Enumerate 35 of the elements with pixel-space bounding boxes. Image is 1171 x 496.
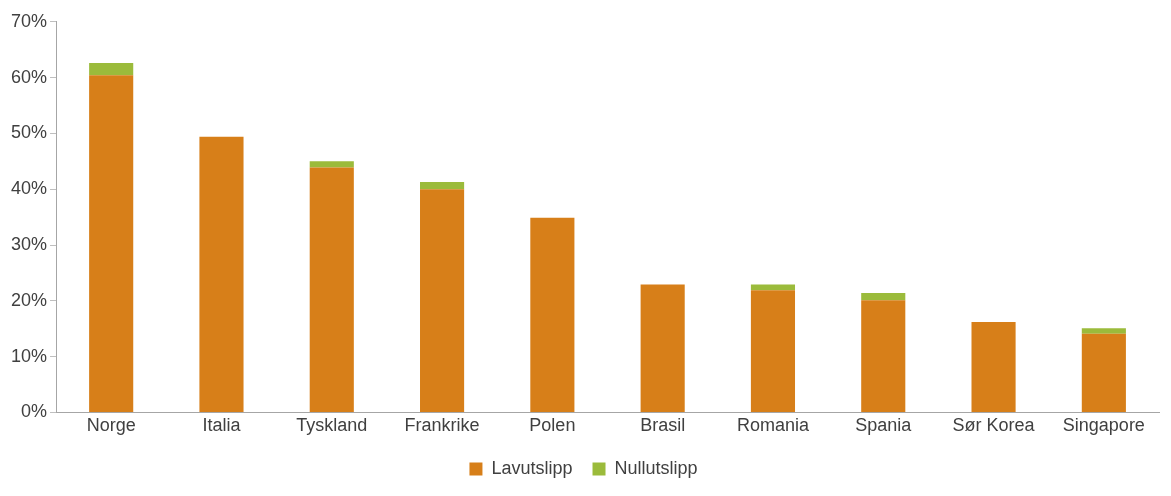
x-tick-label: Romania — [736, 415, 810, 436]
bar — [861, 292, 906, 301]
bar — [1081, 333, 1126, 412]
bar — [89, 63, 134, 76]
x-tick-label: Norge — [86, 415, 136, 436]
y-tick-label: 10% — [11, 345, 48, 366]
bar — [971, 322, 1016, 412]
x-tick-label: Tyskland — [296, 415, 368, 436]
bar — [1081, 328, 1126, 334]
x-tick-label: Italia — [202, 415, 242, 436]
y-tick-label: 20% — [11, 289, 48, 310]
bar — [309, 167, 354, 412]
y-tick-label: 50% — [11, 122, 48, 143]
bar — [750, 290, 796, 412]
bar — [861, 300, 906, 412]
y-tick-label: 0% — [21, 401, 48, 422]
x-tick-label: Brasil — [640, 415, 686, 436]
bar — [199, 136, 244, 412]
y-tick-label: 40% — [11, 178, 48, 199]
bar — [640, 284, 685, 412]
bar — [530, 217, 575, 412]
x-tick-label: Polen — [529, 415, 576, 436]
bar — [309, 161, 354, 168]
y-tick-label: 60% — [11, 66, 48, 87]
x-tick-label: Sør Korea — [952, 415, 1036, 436]
bar — [89, 75, 134, 412]
legend-label: Lavutslipp — [491, 457, 573, 478]
x-tick-label: Singapore — [1062, 415, 1145, 436]
y-tick-label: 70% — [11, 10, 48, 31]
bar — [420, 181, 465, 190]
x-tick-label: Spania — [855, 415, 913, 436]
legend-label: Nullutslipp — [614, 457, 698, 478]
bar — [420, 189, 465, 412]
x-tick-label: Frankrike — [404, 415, 480, 436]
y-tick-label: 30% — [11, 233, 48, 254]
